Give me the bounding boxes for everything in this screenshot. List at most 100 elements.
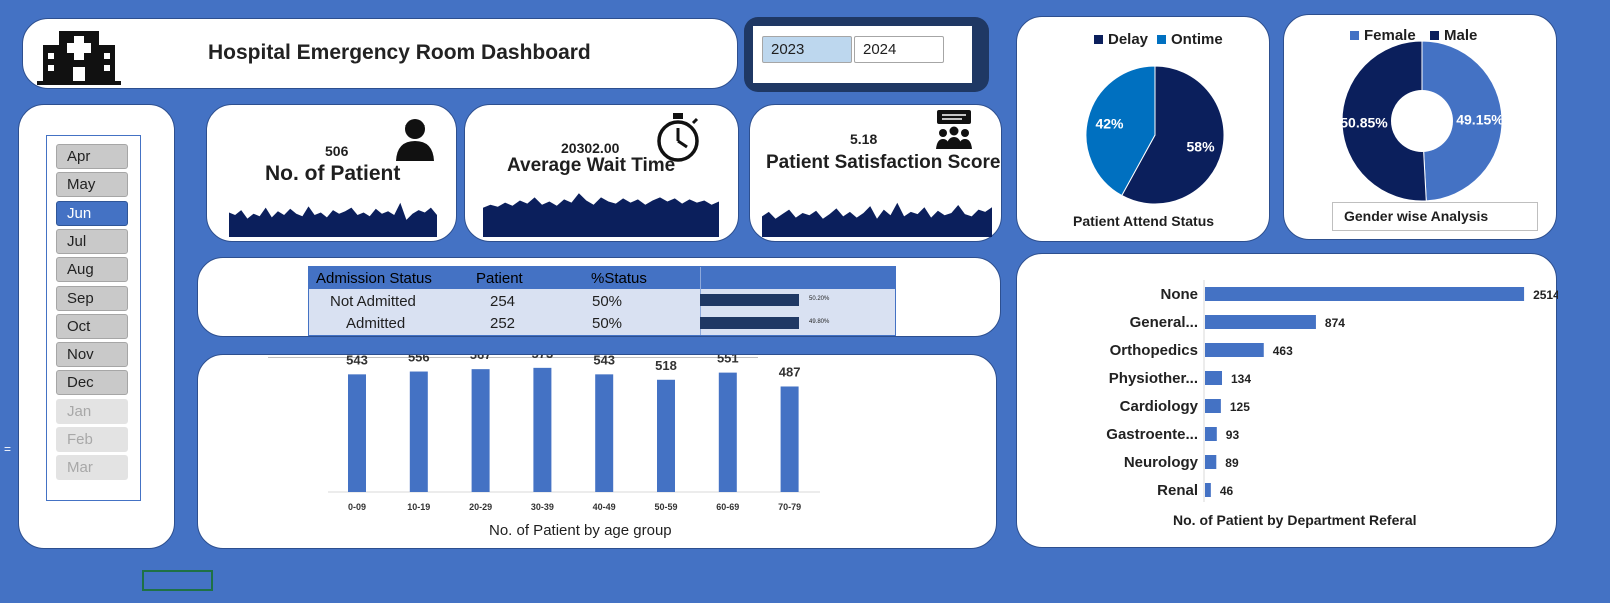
wait-trend-area [483,193,719,237]
age-bar-70-79 [780,386,799,492]
attend-chart-title: Patient Attend Status [1073,213,1215,229]
dept-label-orthopedics: Orthopedics [1110,342,1198,359]
dept-label-physiother: Physiother... [1109,370,1198,387]
donut-hole [1391,90,1453,152]
age-group-card: 543 0-09 556 10-19 567 20-29 573 30-39 543 40-49 5… [197,354,997,549]
dept-bar-none [1205,287,1525,301]
department-card: None 2514 General... 874 Orthopedics 463 Physi… [1016,253,1558,548]
dept-value-orthopedics: 463 [1273,344,1293,358]
month-slicer: Apr May Jun Jul Aug Sep Oct Nov Dec Jan Feb Mar [18,104,175,549]
kpi-patients-label: No. of Patient [265,162,401,185]
year-2024-button[interactable]: 2024 [854,36,944,63]
age-value-70-79: 487 [779,364,801,379]
stopwatch-icon [657,113,699,162]
slice-ontime [1085,65,1156,197]
month-sep-button[interactable]: Sep [56,285,128,311]
month-list: Apr May Jun Jul Aug Sep Oct Nov Dec Jan Feb Mar [46,135,141,501]
age-value-20-29: 567 [470,355,492,362]
kpi-patients-value: 506 [325,143,349,159]
dept-value-renal: 46 [1220,484,1234,498]
dept-bar-cardiology [1205,399,1221,413]
year-slicer: 2023 2024 [744,17,989,92]
kpi-satisfaction-value: 5.18 [850,131,878,147]
patient-trend-area [229,202,437,237]
age-value-10-19: 556 [408,355,430,365]
year-2023-button[interactable]: 2023 [762,36,852,63]
dept-bar-renal [1205,483,1211,497]
slice-male [1341,40,1427,202]
header-admission-status: Admission Status [316,270,432,287]
department-chart-title: No. of Patient by Department Referal [1173,512,1417,528]
legend-delay: Delay [1094,31,1148,48]
title-card: Hospital Emergency Room Dashboard [22,18,738,89]
dept-bar-orthopedics [1205,343,1264,357]
dept-label-renal: Renal [1157,482,1198,499]
kpi-wait-label: Average Wait Time [507,155,676,176]
admission-table-header [309,267,895,289]
age-value-60-69: 551 [717,355,739,366]
kpi-patients-card: 506 No. of Patient [206,104,457,242]
row-admitted-patient: 252 [490,315,516,332]
hospital-icon [37,31,121,85]
kpi-satisfaction-card: 5.18 Patient Satisfaction Score [749,104,1002,242]
age-tick-40-49: 40-49 [593,502,616,512]
dept-value-physiother: 134 [1231,372,1251,386]
age-chart-title: No. of Patient by age group [489,522,672,539]
month-may-button[interactable]: May [56,172,128,198]
department-bar-chart: None 2514 General... 874 Orthopedics 463 Physi… [1106,280,1558,502]
dept-value-cardiology: 125 [1230,400,1250,414]
header-patient: Patient [476,270,523,287]
row-admitted-pct: 50% [592,315,623,332]
legend-female: Female [1350,27,1416,44]
age-bar-40-49 [595,374,614,492]
slice-label-ontime: 42% [1095,115,1124,131]
dept-label-general: General... [1130,314,1198,331]
dept-label-cardiology: Cardiology [1120,398,1199,415]
row-not-admitted-patient: 254 [490,293,516,310]
dept-label-neurology: Neurology [1124,454,1199,471]
month-aug-button[interactable]: Aug [56,257,128,283]
dept-label-gastroente: Gastroente... [1106,426,1198,443]
legend-male: Male [1430,27,1477,44]
age-value-0-09: 543 [346,355,368,367]
age-bar-10-19 [409,371,428,492]
wait-trend-chart [483,193,719,237]
dept-bar-neurology [1205,455,1217,469]
dept-bar-general [1205,315,1316,329]
attend-pie-chart: 58% 42% [1085,65,1225,205]
month-oct-button[interactable]: Oct [56,313,128,339]
month-dec-button[interactable]: Dec [56,370,128,396]
age-tick-10-19: 10-19 [407,502,430,512]
page-title: Hospital Emergency Room Dashboard [208,41,591,64]
age-tick-0-09: 0-09 [348,502,366,512]
age-value-30-39: 573 [532,355,554,361]
age-tick-30-39: 30-39 [531,502,554,512]
age-tick-50-59: 50-59 [654,502,677,512]
dept-value-neurology: 89 [1225,456,1239,470]
attend-status-card: Delay Ontime 58% 42% Patient Attend Statu… [1016,16,1270,242]
row-admitted-bar-label: 49.80% [809,319,830,325]
age-tick-20-29: 20-29 [469,502,492,512]
kpi-satisfaction-label: Patient Satisfaction Score [766,152,1001,173]
header-pct-status: %Status [591,270,647,287]
month-nov-button[interactable]: Nov [56,342,128,368]
patient-trend-chart [229,202,437,237]
kpi-wait-value: 20302.00 [561,140,620,156]
month-feb-button[interactable]: Feb [56,427,128,452]
month-apr-button[interactable]: Apr [56,144,128,169]
row-not-admitted-bar [700,294,799,306]
slice-label-female: 49.15% [1456,111,1504,127]
month-mar-button[interactable]: Mar [56,455,128,481]
dept-bar-physiother [1205,371,1223,385]
selected-cell[interactable] [142,570,213,591]
gender-donut-chart: 49.15% 50.85% [1340,40,1504,202]
row-not-admitted-status: Not Admitted [330,293,416,310]
month-jul-button[interactable]: Jul [56,228,128,254]
month-jan-button[interactable]: Jan [56,398,128,424]
month-jun-button[interactable]: Jun [56,200,128,226]
stray-cell-text: = [4,442,12,456]
dept-value-general: 874 [1325,316,1345,330]
age-bar-60-69 [718,372,737,492]
row-not-admitted-pct: 50% [592,293,623,310]
satisfaction-trend-chart [762,202,992,237]
